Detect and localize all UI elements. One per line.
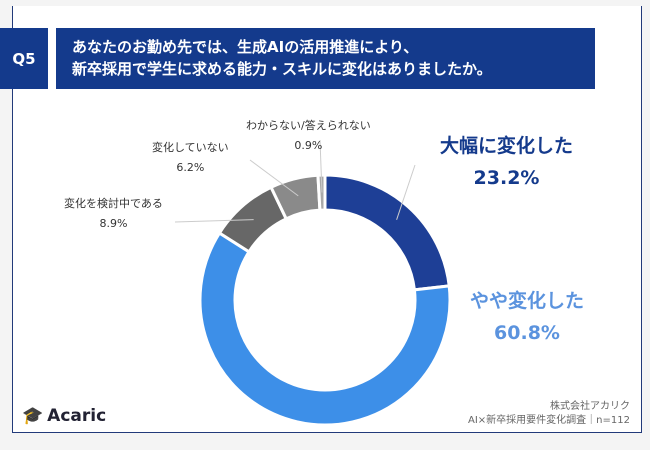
value-label: 0.9% <box>294 139 323 152</box>
value-label: 8.9% <box>99 217 128 230</box>
label-0: 大幅に変化した 23.2% <box>440 130 573 194</box>
title-line-1: あなたのお勤め先では、生成AIの活用推進により、 <box>72 38 419 56</box>
value-label: 60.8% <box>494 322 560 344</box>
leader-line <box>319 139 323 193</box>
donut-slice <box>316 173 327 212</box>
credit: 株式会社アカリク AI×新卒採用要件変化調査｜n=112 <box>468 400 630 428</box>
question-number: Q5 <box>0 28 48 89</box>
logo-text: Acaric <box>47 406 107 426</box>
value-label: 6.2% <box>176 161 205 174</box>
label-3: 変化していない 6.2% <box>152 138 229 178</box>
graduation-cap-icon: 🎓 <box>22 406 44 426</box>
label-1: やや変化した 60.8% <box>470 285 584 349</box>
title-line-2: 新卒採用で学生に求める能力・スキルに変化はありましたか。 <box>72 60 492 78</box>
category-label: 変化していない <box>152 141 229 154</box>
category-label: やや変化した <box>470 290 585 312</box>
acaric-logo: 🎓 Acaric <box>22 406 106 426</box>
leader-line <box>396 164 416 220</box>
category-label: 変化を検討中である <box>64 197 163 210</box>
question-title: あなたのお勤め先では、生成AIの活用推進により、新卒採用で学生に求める能力・スキ… <box>56 28 595 89</box>
company-name: 株式会社アカリク <box>550 401 630 412</box>
donut-slice <box>198 230 452 427</box>
survey-name: AI×新卒採用要件変化調査｜n=112 <box>468 415 630 426</box>
value-label: 23.2% <box>473 167 540 189</box>
category-label: わからない/答えられない <box>246 119 371 132</box>
leader-line <box>174 219 254 223</box>
label-4: わからない/答えられない 0.9% <box>246 116 371 156</box>
category-label: 大幅に変化した <box>440 135 574 157</box>
donut-slice <box>323 173 451 292</box>
label-2: 変化を検討中である 8.9% <box>64 194 163 234</box>
leader-line <box>249 159 299 197</box>
